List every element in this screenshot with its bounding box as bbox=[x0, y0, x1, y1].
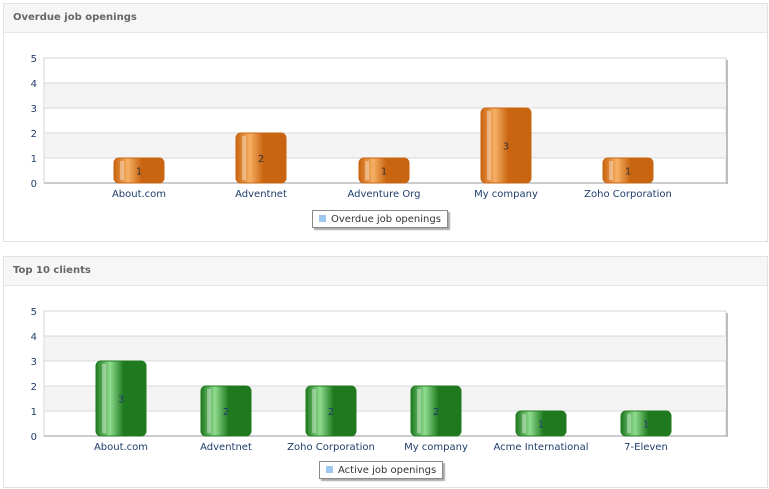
bar-value-label: 1 bbox=[538, 420, 544, 431]
bar-highlight bbox=[609, 161, 613, 180]
bar-value-label: 1 bbox=[381, 167, 387, 178]
overdue-panel-header: Overdue job openings bbox=[4, 4, 767, 33]
overdue-panel-title: Overdue job openings bbox=[13, 12, 137, 23]
grid-band bbox=[45, 133, 726, 158]
x-tick-label: 7-Eleven bbox=[624, 442, 668, 453]
y-tick-label: 2 bbox=[31, 129, 37, 140]
top-clients-legend: Active job openings bbox=[319, 461, 444, 479]
bar[interactable] bbox=[358, 157, 410, 184]
bar[interactable] bbox=[113, 157, 165, 184]
overdue-panel: Overdue job openings 0 1 2 3 4 5 1 About.com 2 Ad… bbox=[3, 3, 768, 242]
bar-highlight bbox=[487, 111, 491, 180]
bar[interactable] bbox=[620, 410, 672, 437]
legend-swatch bbox=[319, 215, 326, 222]
x-tick-label: Adventure Org bbox=[347, 189, 420, 200]
y-tick-label: 2 bbox=[31, 382, 37, 393]
bar-value-label: 1 bbox=[643, 420, 649, 431]
bar-highlight bbox=[242, 136, 246, 180]
bar[interactable] bbox=[410, 385, 462, 437]
bar[interactable] bbox=[515, 410, 567, 437]
top-clients-chart: 0 1 2 3 4 5 3 About.com 2 Adventnet 2 Zoho Corporat… bbox=[31, 307, 728, 453]
y-tick-label: 5 bbox=[31, 307, 37, 318]
bar[interactable] bbox=[95, 360, 147, 437]
y-tick-label: 3 bbox=[31, 357, 37, 368]
grid-band bbox=[45, 386, 726, 411]
x-tick-label: About.com bbox=[112, 189, 166, 200]
bar-value-label: 3 bbox=[118, 395, 124, 406]
x-tick-label: Zoho Corporation bbox=[584, 189, 672, 200]
y-tick-label: 4 bbox=[31, 79, 37, 90]
overdue-chart: 0 1 2 3 4 5 1 About.com 2 Adventnet 1 Adventure Org… bbox=[31, 54, 728, 200]
bar[interactable] bbox=[602, 157, 654, 184]
grid-band bbox=[45, 83, 726, 108]
bar-value-label: 2 bbox=[433, 407, 439, 418]
y-tick-label: 5 bbox=[31, 54, 37, 65]
top-clients-legend-label: Active job openings bbox=[338, 465, 437, 476]
bar-highlight bbox=[207, 389, 211, 433]
overdue-legend-label: Overdue job openings bbox=[331, 214, 441, 225]
bar-value-label: 2 bbox=[223, 407, 229, 418]
y-tick-label: 1 bbox=[31, 154, 37, 165]
y-tick-label: 1 bbox=[31, 407, 37, 418]
grid-band bbox=[45, 336, 726, 361]
top-clients-panel-title: Top 10 clients bbox=[13, 265, 91, 276]
top-clients-panel: Top 10 clients 0 1 2 3 4 5 3 About.com 2 Adventne… bbox=[3, 256, 768, 488]
x-tick-label: Adventnet bbox=[200, 442, 252, 453]
bar[interactable] bbox=[305, 385, 357, 437]
bar-highlight bbox=[312, 389, 316, 433]
x-tick-label: My company bbox=[404, 442, 468, 453]
y-tick-label: 0 bbox=[31, 179, 37, 190]
bar-value-label: 3 bbox=[503, 142, 509, 153]
x-tick-label: Zoho Corporation bbox=[287, 442, 375, 453]
legend-swatch bbox=[326, 466, 333, 473]
overdue-legend: Overdue job openings bbox=[312, 210, 448, 228]
top-clients-panel-header: Top 10 clients bbox=[4, 257, 767, 286]
bar[interactable] bbox=[235, 132, 287, 184]
bar-highlight bbox=[522, 414, 526, 433]
bar-highlight bbox=[627, 414, 631, 433]
bar-highlight bbox=[417, 389, 421, 433]
bar[interactable] bbox=[480, 107, 532, 184]
bar-highlight bbox=[365, 161, 369, 180]
bar-highlight bbox=[120, 161, 124, 180]
bar[interactable] bbox=[200, 385, 252, 437]
bar-value-label: 1 bbox=[625, 167, 631, 178]
x-tick-label: Adventnet bbox=[235, 189, 287, 200]
bar-value-label: 2 bbox=[328, 407, 334, 418]
bar-value-label: 2 bbox=[258, 154, 264, 165]
bar-value-label: 1 bbox=[136, 167, 142, 178]
x-tick-label: My company bbox=[474, 189, 538, 200]
y-tick-label: 0 bbox=[31, 432, 37, 443]
x-tick-label: About.com bbox=[94, 442, 148, 453]
x-tick-label: Acme International bbox=[493, 442, 588, 453]
y-tick-label: 4 bbox=[31, 332, 37, 343]
bar-highlight bbox=[102, 364, 106, 433]
y-tick-label: 3 bbox=[31, 104, 37, 115]
